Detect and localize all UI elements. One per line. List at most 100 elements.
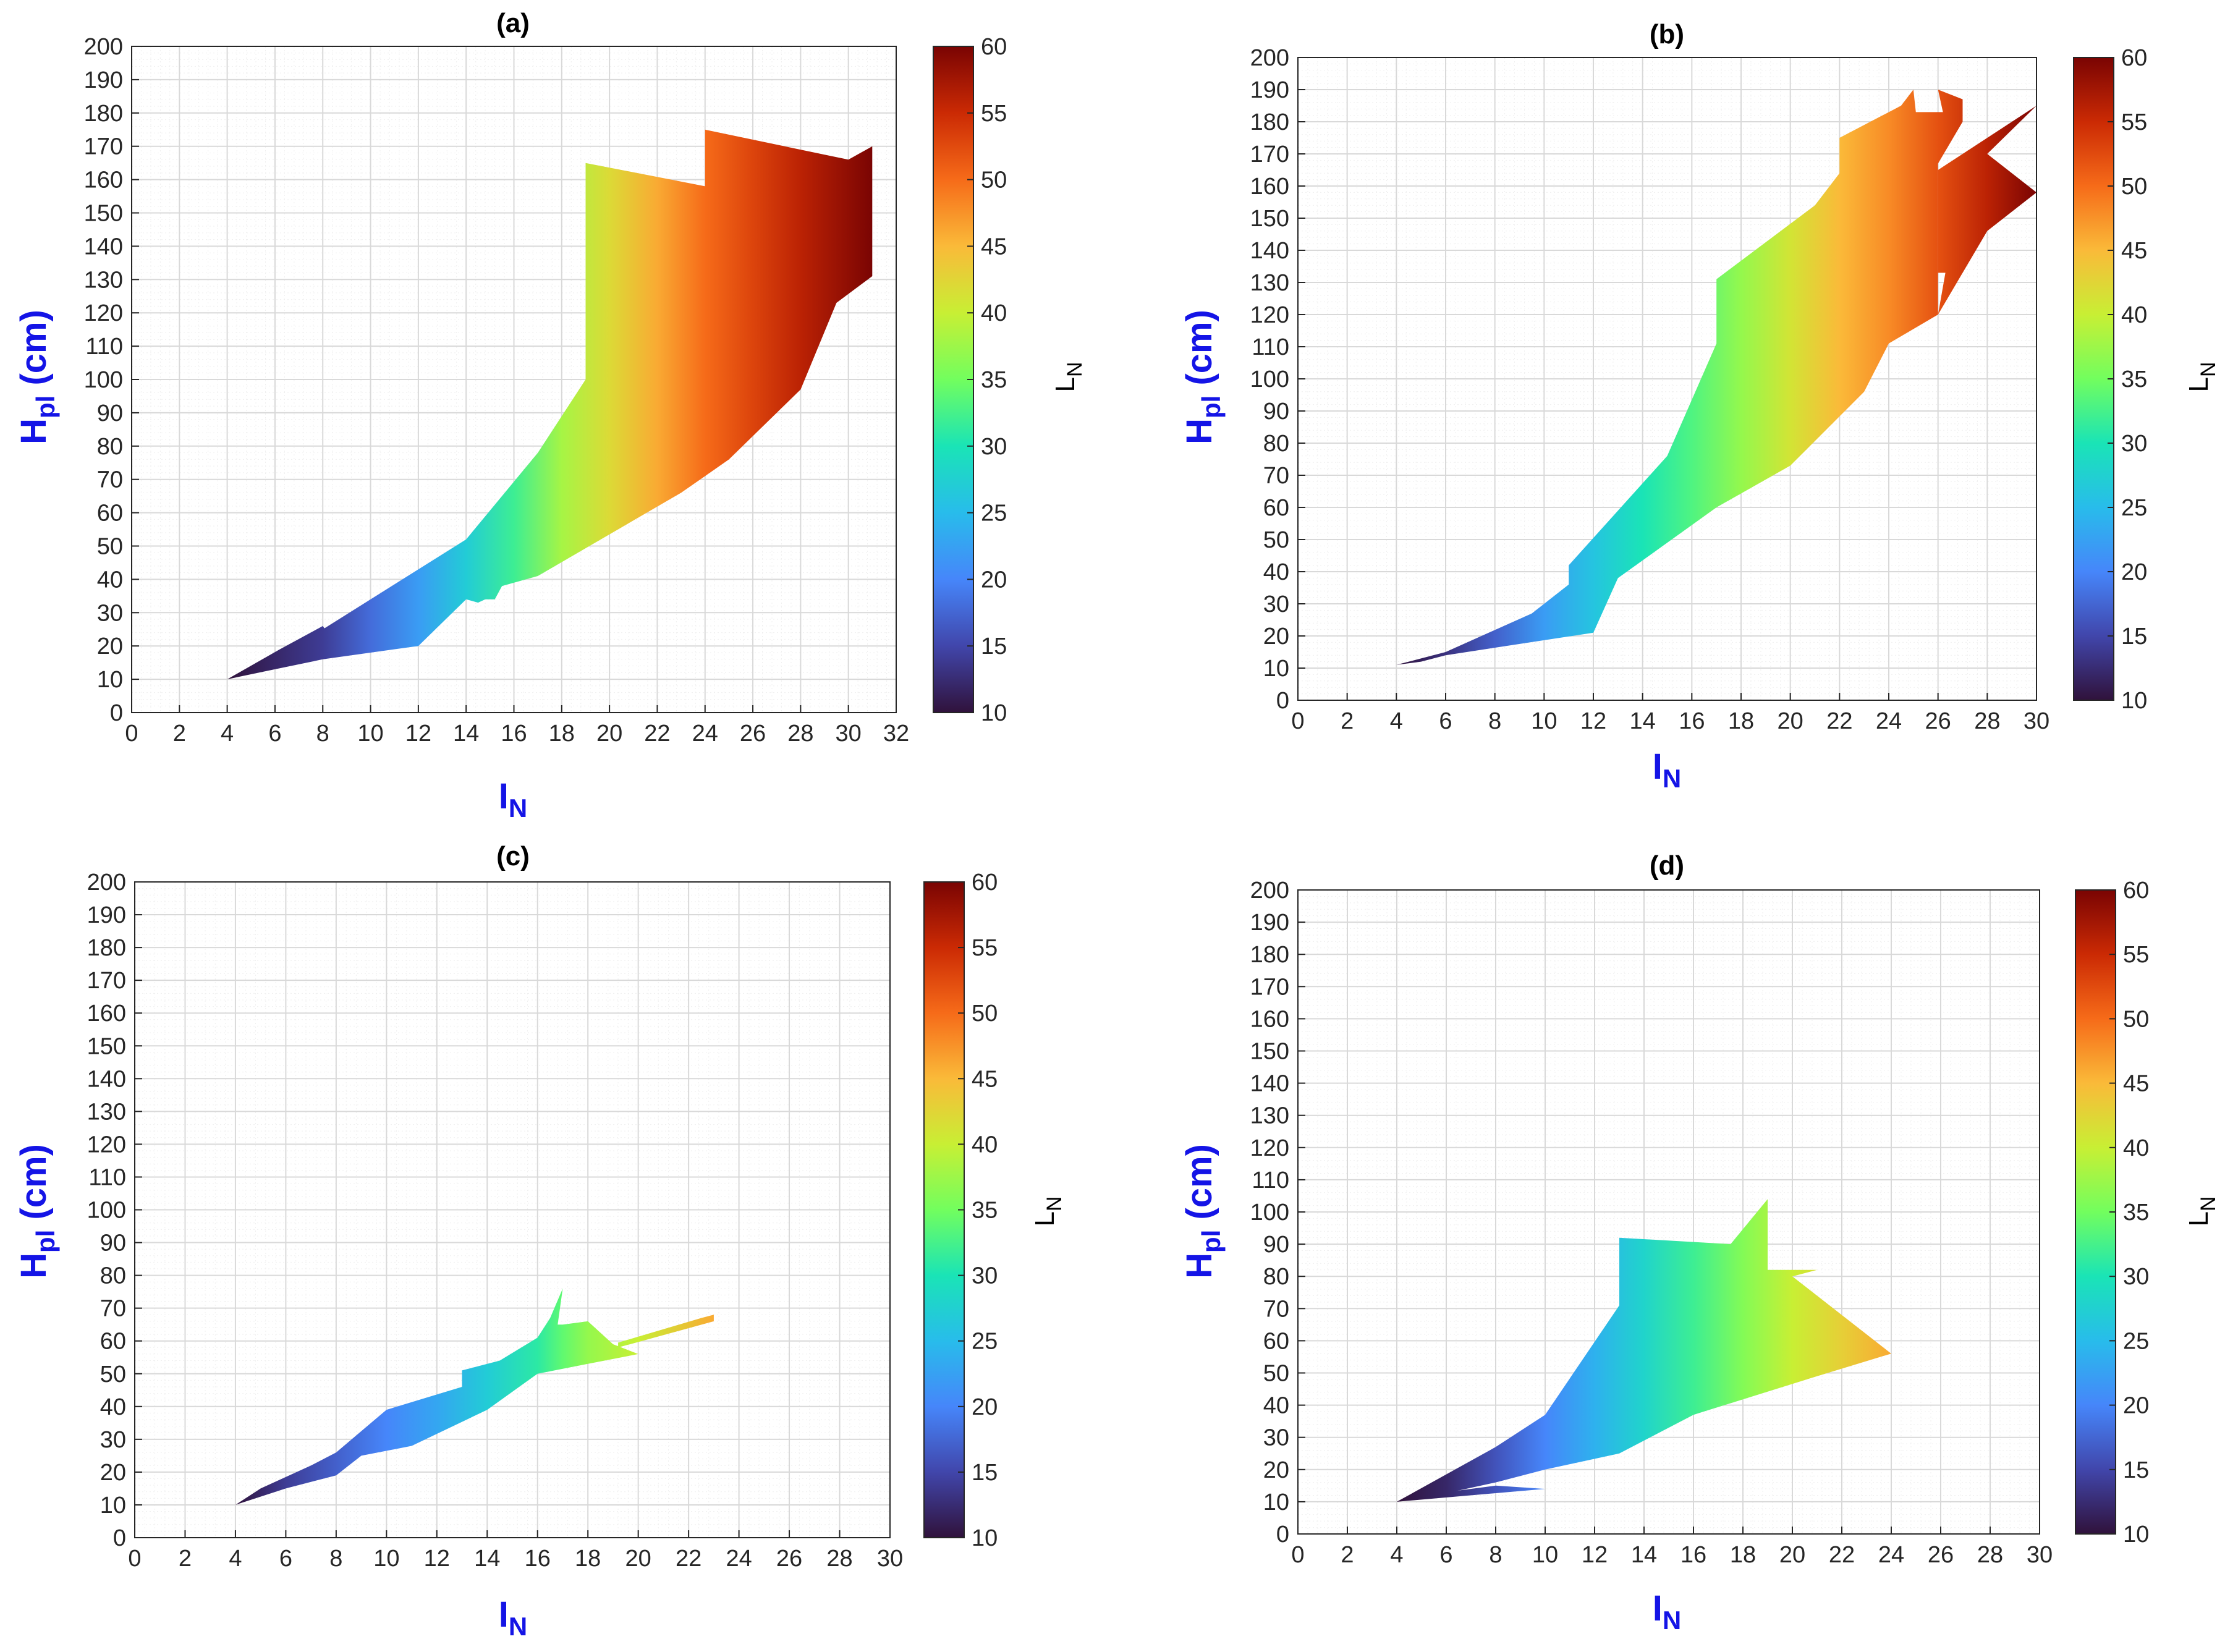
panel-d-title: (d) <box>1650 850 1684 881</box>
panel-d-axes <box>1297 889 2040 1535</box>
panel-c-region-1 <box>235 1288 638 1505</box>
colorbar-tick-label: 35 <box>2121 366 2147 392</box>
colorbar-tick-label: 45 <box>2121 238 2147 264</box>
colorbar-tick-label: 25 <box>2123 1328 2149 1354</box>
panel-a-title: (a) <box>496 8 530 38</box>
colorbar-tick-label: 55 <box>2123 942 2149 968</box>
colorbar-tick-label: 40 <box>2121 302 2147 328</box>
y-tick-label: 120 <box>1250 1135 1289 1161</box>
panel-c-x-tick-labels: 0 2 4 6 8 10 12 14 16 18 20 22 24 26 28 30 <box>128 1546 903 1572</box>
y-tick-label: 10 <box>97 667 123 693</box>
colorbar-tick-label: 15 <box>981 633 1007 659</box>
x-tick-label: 8 <box>329 1546 342 1572</box>
y-tick-label: 20 <box>100 1460 126 1486</box>
x-tick-label: 24 <box>692 721 718 747</box>
y-tick-label: 90 <box>97 400 123 426</box>
x-tick-label: 2 <box>1341 708 1354 734</box>
colorbar-tick-label: 50 <box>2123 1006 2149 1032</box>
panel-b-axes <box>1297 57 2037 701</box>
panel-d-region-1 <box>1397 1199 1891 1502</box>
y-tick-label: 60 <box>1263 1328 1289 1354</box>
colorbar-tick-label: 35 <box>981 367 1007 393</box>
x-tick-label: 2 <box>1341 1542 1354 1568</box>
colorbar-tick-label: 10 <box>981 700 1007 726</box>
x-tick-label: 10 <box>357 721 383 747</box>
panel-a-y-tick-labels: 0 10 20 30 40 50 60 70 80 90 100 110 120 130 140 150 160… <box>84 34 123 726</box>
colorbar-tick-label: 30 <box>2123 1264 2149 1290</box>
panel-b-regions <box>1396 90 2036 665</box>
colorbar-tick-label: 20 <box>981 567 1007 593</box>
y-tick-label: 20 <box>1263 1457 1289 1483</box>
x-tick-label: 28 <box>787 721 813 747</box>
colorbar-tick-label: 45 <box>981 234 1007 260</box>
panel-b-colorbar-label: LN <box>2184 362 2220 392</box>
y-tick-label: 170 <box>1250 974 1289 1000</box>
panel-b-colorbar-tick-labels: 10 15 20 25 30 35 40 45 50 55 60 <box>2121 45 2147 714</box>
y-tick-label: 40 <box>97 567 123 593</box>
y-tick-label: 130 <box>1250 1103 1289 1129</box>
y-tick-label: 70 <box>97 467 123 493</box>
y-tick-label: 30 <box>97 600 123 626</box>
x-tick-label: 20 <box>1779 1542 1805 1568</box>
y-tick-label: 10 <box>1263 1489 1289 1515</box>
x-tick-label: 8 <box>1488 708 1501 734</box>
x-tick-label: 8 <box>1489 1542 1502 1568</box>
x-tick-label: 0 <box>125 721 138 747</box>
panel-d-regions <box>1397 1199 1891 1502</box>
colorbar-tick-label: 50 <box>972 1001 998 1027</box>
x-tick-label: 22 <box>1829 1542 1855 1568</box>
y-tick-label: 10 <box>100 1493 126 1519</box>
y-tick-label: 110 <box>1252 1167 1289 1193</box>
x-tick-label: 12 <box>405 721 431 747</box>
panel-d-colorbar-label: LN <box>2184 1196 2220 1226</box>
colorbar-tick-label: 10 <box>2123 1522 2149 1548</box>
y-tick-label: 180 <box>1250 109 1289 135</box>
colorbar-tick-label: 45 <box>2123 1071 2149 1097</box>
x-tick-label: 30 <box>2024 708 2049 734</box>
y-tick-label: 180 <box>1250 942 1289 968</box>
x-tick-label: 10 <box>373 1546 399 1572</box>
y-tick-label: 0 <box>1276 688 1289 714</box>
y-tick-label: 0 <box>1276 1522 1289 1548</box>
y-tick-label: 160 <box>1250 1006 1289 1032</box>
colorbar-gradient <box>2075 889 2116 1535</box>
x-tick-label: 6 <box>279 1546 292 1572</box>
x-tick-label: 24 <box>1878 1542 1904 1568</box>
y-tick-label: 70 <box>1263 1296 1289 1322</box>
colorbar-tick-label: 25 <box>972 1329 998 1355</box>
colorbar-gradient <box>2073 57 2114 701</box>
panel-c-y-axis-label: Hpl (cm) <box>14 1144 60 1279</box>
panel-b-y-axis-label: Hpl (cm) <box>1179 310 1226 444</box>
x-tick-label: 18 <box>1728 708 1754 734</box>
y-tick-label: 160 <box>1250 174 1289 200</box>
y-tick-label: 140 <box>1250 238 1289 264</box>
panel-a-colorbar-label: LN <box>1050 362 1087 392</box>
y-tick-label: 20 <box>97 633 123 659</box>
x-tick-label: 30 <box>877 1546 903 1572</box>
x-tick-label: 32 <box>883 721 909 747</box>
y-tick-label: 100 <box>87 1198 126 1224</box>
colorbar-tick-label: 10 <box>2121 688 2147 714</box>
x-tick-label: 22 <box>644 721 670 747</box>
y-tick-label: 110 <box>88 1164 126 1190</box>
x-tick-label: 24 <box>726 1546 752 1572</box>
y-tick-label: 200 <box>1250 45 1289 71</box>
x-tick-label: 4 <box>1390 1542 1403 1568</box>
y-tick-label: 90 <box>1263 1232 1289 1258</box>
x-tick-label: 16 <box>1680 1542 1706 1568</box>
y-tick-label: 160 <box>87 1001 126 1027</box>
panel-d-grid <box>1297 889 2040 1535</box>
y-tick-label: 70 <box>1263 463 1289 489</box>
panel-d-colorbar <box>2075 889 2116 1535</box>
y-tick-label: 160 <box>84 167 123 193</box>
y-tick-label: 40 <box>1263 1393 1289 1419</box>
x-tick-label: 10 <box>1532 1542 1558 1568</box>
x-tick-label: 30 <box>836 721 862 747</box>
panel-b: (b) 0 2 4 6 8 10 12 14 16 18 20 22 24 26 28 30 01020304… <box>1179 19 2220 793</box>
colorbar-tick-label: 25 <box>981 501 1007 527</box>
panel-c-axes <box>134 881 891 1538</box>
y-tick-label: 110 <box>85 334 123 360</box>
panel-d-region-2 <box>1397 1485 1545 1502</box>
panel-a-y-axis-label: Hpl (cm) <box>14 310 60 444</box>
y-tick-label: 190 <box>87 902 126 928</box>
